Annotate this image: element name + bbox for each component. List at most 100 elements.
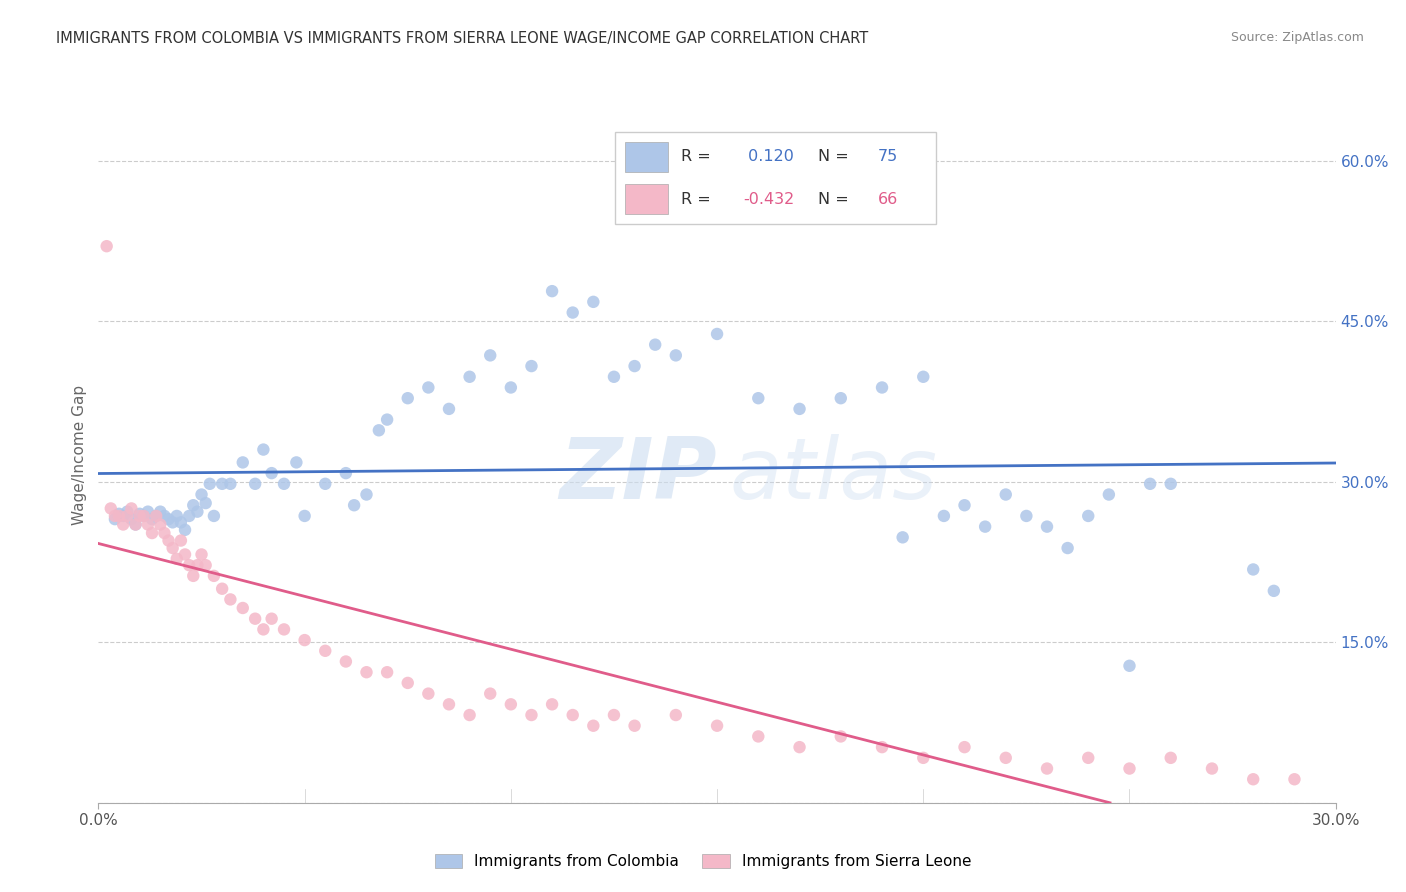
Point — [1284, 772, 1306, 787]
Text: 75: 75 — [877, 149, 897, 164]
Y-axis label: Wage/Income Gap: Wage/Income Gap — [72, 384, 87, 525]
Text: atlas: atlas — [730, 434, 938, 517]
Text: R =: R = — [681, 149, 710, 164]
Point — [243, 612, 266, 626]
Point — [112, 508, 135, 523]
Text: 0.120: 0.120 — [742, 149, 794, 164]
Point — [912, 369, 935, 384]
Point — [375, 665, 398, 680]
Point — [179, 558, 201, 573]
Text: ZIP: ZIP — [560, 434, 717, 517]
Point — [396, 391, 419, 405]
Point — [499, 698, 522, 712]
Point — [1201, 762, 1223, 776]
Point — [128, 508, 150, 523]
Point — [124, 517, 146, 532]
Point — [789, 740, 811, 755]
Text: -0.432: -0.432 — [742, 192, 794, 207]
Point — [520, 708, 543, 723]
Point — [953, 498, 976, 512]
Point — [1118, 762, 1140, 776]
Point — [603, 369, 626, 384]
FancyBboxPatch shape — [626, 184, 668, 214]
Point — [870, 380, 893, 394]
Point — [603, 708, 626, 723]
Point — [665, 348, 688, 362]
Point — [136, 517, 159, 532]
Point — [458, 369, 481, 384]
Point — [561, 708, 583, 723]
Point — [665, 708, 688, 723]
Point — [520, 359, 543, 373]
Point — [437, 698, 460, 712]
Point — [335, 655, 357, 669]
Point — [541, 698, 564, 712]
Point — [830, 391, 852, 405]
Point — [145, 508, 167, 523]
Point — [162, 516, 184, 530]
Point — [219, 476, 242, 491]
Point — [367, 423, 389, 437]
Point — [789, 401, 811, 416]
Point — [1139, 476, 1161, 491]
Point — [181, 498, 204, 512]
Point — [706, 326, 728, 341]
Point — [1077, 508, 1099, 523]
Point — [1036, 519, 1059, 533]
Point — [1098, 487, 1121, 501]
Point — [974, 519, 997, 533]
Point — [479, 348, 502, 362]
Point — [120, 512, 142, 526]
Point — [252, 442, 274, 457]
Point — [252, 623, 274, 637]
Point — [157, 512, 180, 526]
Point — [149, 517, 172, 532]
Point — [623, 719, 645, 733]
Point — [166, 551, 188, 566]
Point — [273, 623, 295, 637]
Point — [149, 505, 172, 519]
Point — [747, 391, 769, 405]
Point — [117, 508, 139, 523]
Point — [356, 665, 378, 680]
Point — [132, 508, 155, 523]
Point — [104, 512, 127, 526]
Point — [1077, 751, 1099, 765]
Point — [260, 466, 283, 480]
Text: N =: N = — [818, 149, 849, 164]
Point — [314, 644, 336, 658]
Point — [243, 476, 266, 491]
Point — [190, 548, 212, 562]
Point — [128, 507, 150, 521]
Point — [418, 687, 440, 701]
Point — [623, 359, 645, 373]
Point — [499, 380, 522, 394]
Point — [120, 501, 142, 516]
Point — [219, 592, 242, 607]
Point — [108, 508, 131, 523]
Point — [356, 487, 378, 501]
Point — [260, 612, 283, 626]
Point — [891, 530, 914, 544]
Point — [145, 508, 167, 523]
Point — [179, 508, 201, 523]
Point — [396, 676, 419, 690]
Point — [181, 569, 204, 583]
Point — [124, 517, 146, 532]
Point — [335, 466, 357, 480]
Point — [561, 305, 583, 319]
Point — [747, 730, 769, 744]
Point — [294, 633, 316, 648]
Point — [100, 501, 122, 516]
Point — [582, 719, 605, 733]
Point — [437, 401, 460, 416]
Point — [202, 569, 225, 583]
Point — [706, 719, 728, 733]
Point — [1015, 508, 1038, 523]
Point — [194, 558, 217, 573]
Point — [174, 523, 197, 537]
Point — [211, 582, 233, 596]
Point — [1056, 541, 1078, 555]
Point — [830, 730, 852, 744]
Text: R =: R = — [681, 192, 710, 207]
